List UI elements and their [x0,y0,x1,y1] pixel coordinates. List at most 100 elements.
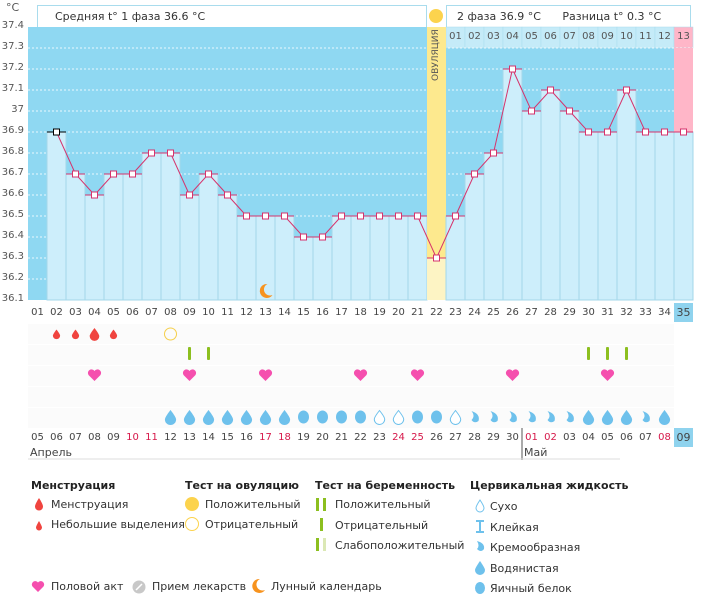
temperature-bar [179,194,200,301]
ovulation-column [427,27,446,300]
temperature-bar [673,131,694,301]
marker-row [28,324,674,344]
ovulation-positive-icon [185,497,199,511]
phase2-day-label: 09 [601,31,614,42]
cervical-sticky-icon [476,519,484,533]
calendar-date: 26 [430,432,443,443]
cycle-day-number: 03 [69,307,82,318]
cervical-eggwhite [412,410,423,424]
cycle-day-number: 18 [354,307,367,318]
calendar-date: 23 [373,432,386,443]
temperature-point [205,170,212,178]
calendar-date: 09 [674,428,693,447]
calendar-date: 05 [31,432,44,443]
sun-icon [429,9,443,23]
temperature-bar [122,173,143,301]
cervical-creamy [471,411,479,423]
menstruation-icon [35,498,43,511]
cervical-eggwhite-icon [475,582,485,594]
temperature-bar [616,89,637,301]
cervical-dry [392,409,405,425]
cycle-day-number: 26 [506,307,519,318]
temperature-point [338,212,345,220]
legend-cervical-sticky: Клейкая [490,520,539,534]
y-tick-label: 37.1 [1,83,24,94]
ovulation-test-negative [164,327,177,341]
y-tick-label: 37.3 [1,41,24,52]
y-tick-label: 37 [11,104,24,115]
calendar-date: 14 [202,432,215,443]
y-tick-label: 36.6 [1,188,24,199]
cervical-watery [202,410,215,426]
legend-ovulation-negative: Отрицательный [205,518,299,531]
phase1-header: Средняя t° 1 фаза 36.6 °C [37,5,427,27]
temperature-point [72,170,79,178]
phase2-average: 2 фаза 36.9 °C [457,10,541,23]
y-tick-label: 36.7 [1,167,24,178]
temperature-point [148,149,155,157]
legend-medication: Прием лекарств [152,580,247,593]
cycle-day-number: 01 [31,307,44,318]
y-tick-label: 36.9 [1,125,24,136]
intercourse-heart [410,369,425,381]
temperature-bar [331,215,352,301]
temperature-point [585,128,592,136]
cycle-day-number: 22 [430,307,443,318]
cycle-day-number: 27 [525,307,538,318]
marker-row [28,366,674,386]
legend-cervical-watery: Водянистая [490,561,559,575]
temperature-point [53,128,60,136]
temperature-bar [559,110,580,301]
legend-intercourse: Половой акт [51,580,124,593]
cervical-watery [183,410,196,426]
temperature-bar [540,89,561,301]
calendar-date: 28 [468,432,481,443]
y-tick-label: 36.2 [1,272,24,283]
intercourse-heart [600,369,615,381]
menstruation-marker [89,328,100,341]
temperature-bar [217,194,238,301]
phase2-day-label: 07 [563,31,576,42]
cycle-day-number: 16 [316,307,329,318]
phase2-header: 2 фаза 36.9 °C Разница t° 0.3 °C [446,5,691,27]
cervical-watery [278,410,291,426]
cycle-day-number: 15 [297,307,310,318]
cycle-day-number: 21 [411,307,424,318]
temperature-point [680,128,687,136]
calendar-date: 04 [582,432,595,443]
phase2-day-label: 03 [487,31,500,42]
temperature-bar [445,215,466,301]
calendar-date: 05 [601,432,614,443]
intercourse-heart [353,369,368,381]
y-tick-label: 36.3 [1,251,24,262]
calendar-date: 10 [126,432,139,443]
calendar-date: 19 [297,432,310,443]
intercourse-heart [258,369,273,381]
calendar-date: 03 [563,432,576,443]
intercourse-heart [505,369,520,381]
temperature-bar [483,152,504,301]
cervical-watery [240,410,253,426]
phase2-day-label: 02 [468,31,481,42]
cervical-eggwhite [431,410,442,424]
cervical-creamy [642,411,650,423]
month-label: Май [524,446,548,459]
y-tick-label: 36.5 [1,209,24,220]
temperature-point [129,170,136,178]
calendar-date: 02 [544,432,557,443]
cervical-watery [658,410,671,426]
temperature-point [414,212,421,220]
pregnancy-test-negative [606,347,609,360]
marker-row [28,408,674,428]
menstruation-marker [71,329,80,340]
legend-cervical-eggwhite: Яичный белок [490,582,572,595]
phase2-day-label: 06 [544,31,557,42]
cervical-watery [601,410,614,426]
heart-icon [31,581,45,592]
temperature-bar [597,131,618,301]
calendar-date: 17 [259,432,272,443]
cycle-day-number: 10 [202,307,215,318]
cycle-day-number: 09 [183,307,196,318]
moon-icon [252,578,265,593]
legend-ovulation-positive: Положительный [205,498,301,511]
